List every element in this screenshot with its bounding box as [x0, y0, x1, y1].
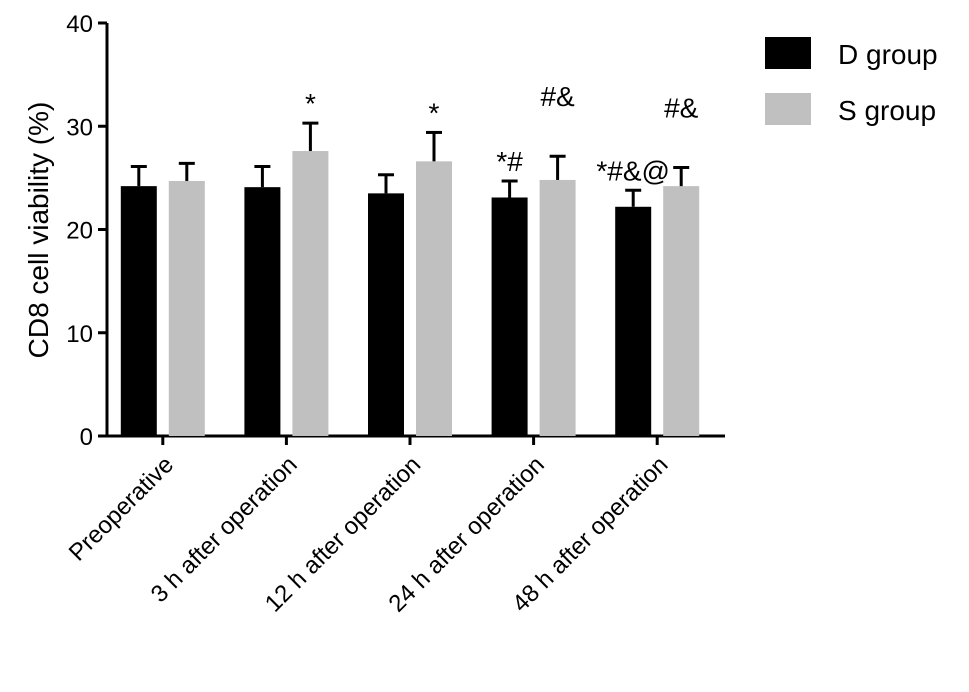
bar	[615, 206, 652, 436]
bar	[491, 197, 528, 436]
error-bars	[130, 121, 690, 207]
significance-mark: *#&@	[596, 155, 670, 186]
y-tick-label: 20	[66, 218, 93, 245]
bar	[120, 186, 157, 436]
bar	[663, 186, 700, 436]
bar	[368, 193, 404, 436]
significance-annotations: * * *# #& *#&@ #&	[305, 81, 699, 186]
y-tick-label: 10	[66, 321, 93, 348]
bar	[168, 180, 205, 436]
significance-mark: *	[429, 97, 440, 128]
y-tick-label: 30	[66, 114, 93, 141]
category-label: Preoperative	[64, 451, 179, 566]
bar	[292, 151, 329, 436]
legend-label: D group	[838, 39, 938, 70]
bar	[416, 161, 452, 437]
y-tick-label: 0	[80, 424, 93, 451]
y-tick-label: 40	[66, 11, 93, 38]
bar	[244, 187, 281, 436]
legend-swatch	[765, 37, 811, 69]
significance-mark: #&	[664, 93, 699, 124]
bars	[120, 151, 700, 437]
significance-mark: *#	[496, 146, 523, 177]
legend-label: S group	[838, 95, 936, 126]
legend: D group S group	[765, 37, 938, 126]
significance-mark: *	[305, 88, 316, 119]
significance-mark: #&	[540, 81, 575, 112]
bar	[539, 179, 576, 436]
y-axis-title: CD8 cell viability (%)	[23, 102, 54, 359]
legend-swatch	[765, 93, 811, 125]
